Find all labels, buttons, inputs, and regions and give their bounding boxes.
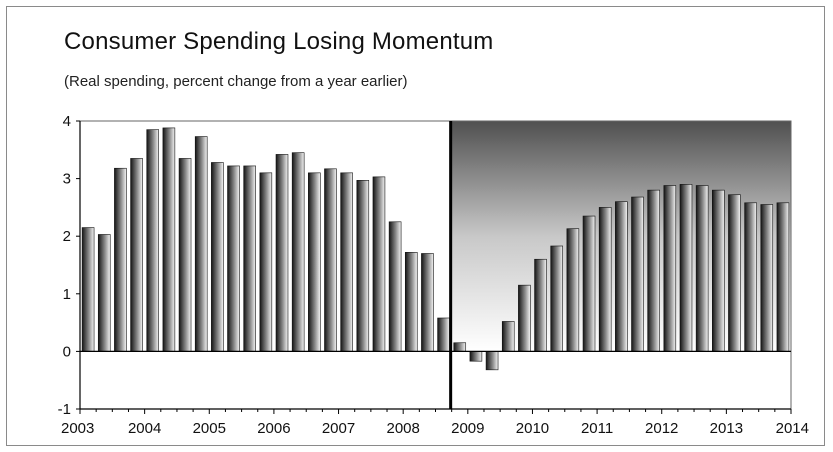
bar-2006Q3: [308, 172, 321, 352]
bar-2013Q2: [744, 202, 757, 352]
bar-2005Q3: [243, 165, 256, 352]
bar-2006Q4: [324, 168, 337, 352]
bar-2013Q4: [776, 202, 790, 352]
bar-2003Q2: [97, 234, 111, 352]
x-tick-label: 2012: [645, 420, 678, 437]
y-tick-label: -1: [58, 401, 71, 418]
bar-2007Q3: [372, 176, 386, 352]
bar-2008Q1: [404, 252, 418, 352]
bar-2008Q4: [453, 342, 467, 352]
bar-2009Q2: [485, 351, 499, 371]
bar-2012Q3: [695, 185, 709, 352]
x-tick-label: 2004: [128, 420, 161, 437]
y-tick-label: 2: [63, 228, 71, 245]
bar-2007Q4: [388, 221, 402, 352]
bar-2009Q1: [469, 351, 483, 362]
bar-2004Q2: [162, 127, 176, 352]
bar-2011Q3: [631, 196, 644, 352]
chart-subtitle: (Real spending, percent change from a ye…: [64, 73, 408, 90]
x-tick-label: 2014: [776, 420, 809, 437]
bar-2011Q4: [647, 189, 660, 352]
y-tick-label: 4: [63, 113, 71, 130]
bar-2013Q3: [760, 204, 774, 352]
bar-2006Q2: [291, 152, 305, 352]
bar-2009Q3: [501, 321, 515, 352]
bar-2004Q3: [178, 158, 192, 352]
bar-2009Q4: [518, 284, 531, 352]
x-tick-label: 2013: [710, 420, 743, 437]
bar-2007Q2: [356, 180, 370, 352]
x-tick-label: 2009: [451, 420, 484, 437]
y-tick-label: 1: [63, 286, 71, 303]
bar-2003Q4: [130, 158, 143, 352]
bar-2010Q3: [566, 228, 580, 352]
bar-2012Q4: [712, 189, 725, 352]
x-tick-label: 2008: [386, 420, 419, 437]
bar-2008Q3: [437, 317, 450, 352]
bar-2004Q1: [146, 129, 160, 352]
bar-2003Q1: [81, 227, 95, 352]
bar-2004Q4: [194, 136, 208, 352]
bar-2011Q2: [615, 201, 628, 352]
bar-2012Q1: [663, 185, 677, 352]
x-tick-label: 2011: [581, 420, 613, 437]
bar-2008Q2: [421, 253, 434, 352]
bar-2010Q1: [534, 258, 547, 352]
bar-2013Q1: [728, 194, 741, 352]
bar-2012Q2: [679, 184, 693, 352]
bar-2005Q1: [211, 162, 224, 352]
bar-2005Q4: [259, 172, 273, 352]
x-tick-label: 2006: [257, 420, 290, 437]
chart-title: Consumer Spending Losing Momentum: [64, 28, 494, 55]
bar-2007Q1: [340, 172, 353, 352]
bar-2006Q1: [275, 154, 289, 352]
bar-2005Q2: [227, 165, 240, 352]
y-tick-label: 0: [63, 343, 71, 360]
x-tick-label: 2010: [516, 420, 549, 437]
x-tick-label: 2005: [193, 420, 226, 437]
y-tick-label: 3: [63, 171, 71, 188]
bar-2010Q2: [550, 245, 563, 352]
x-tick-label: 2003: [61, 420, 94, 437]
bar-2011Q1: [598, 207, 612, 352]
bar-2010Q4: [582, 215, 596, 352]
bar-2003Q3: [114, 167, 127, 352]
x-tick-label: 2007: [322, 420, 355, 437]
